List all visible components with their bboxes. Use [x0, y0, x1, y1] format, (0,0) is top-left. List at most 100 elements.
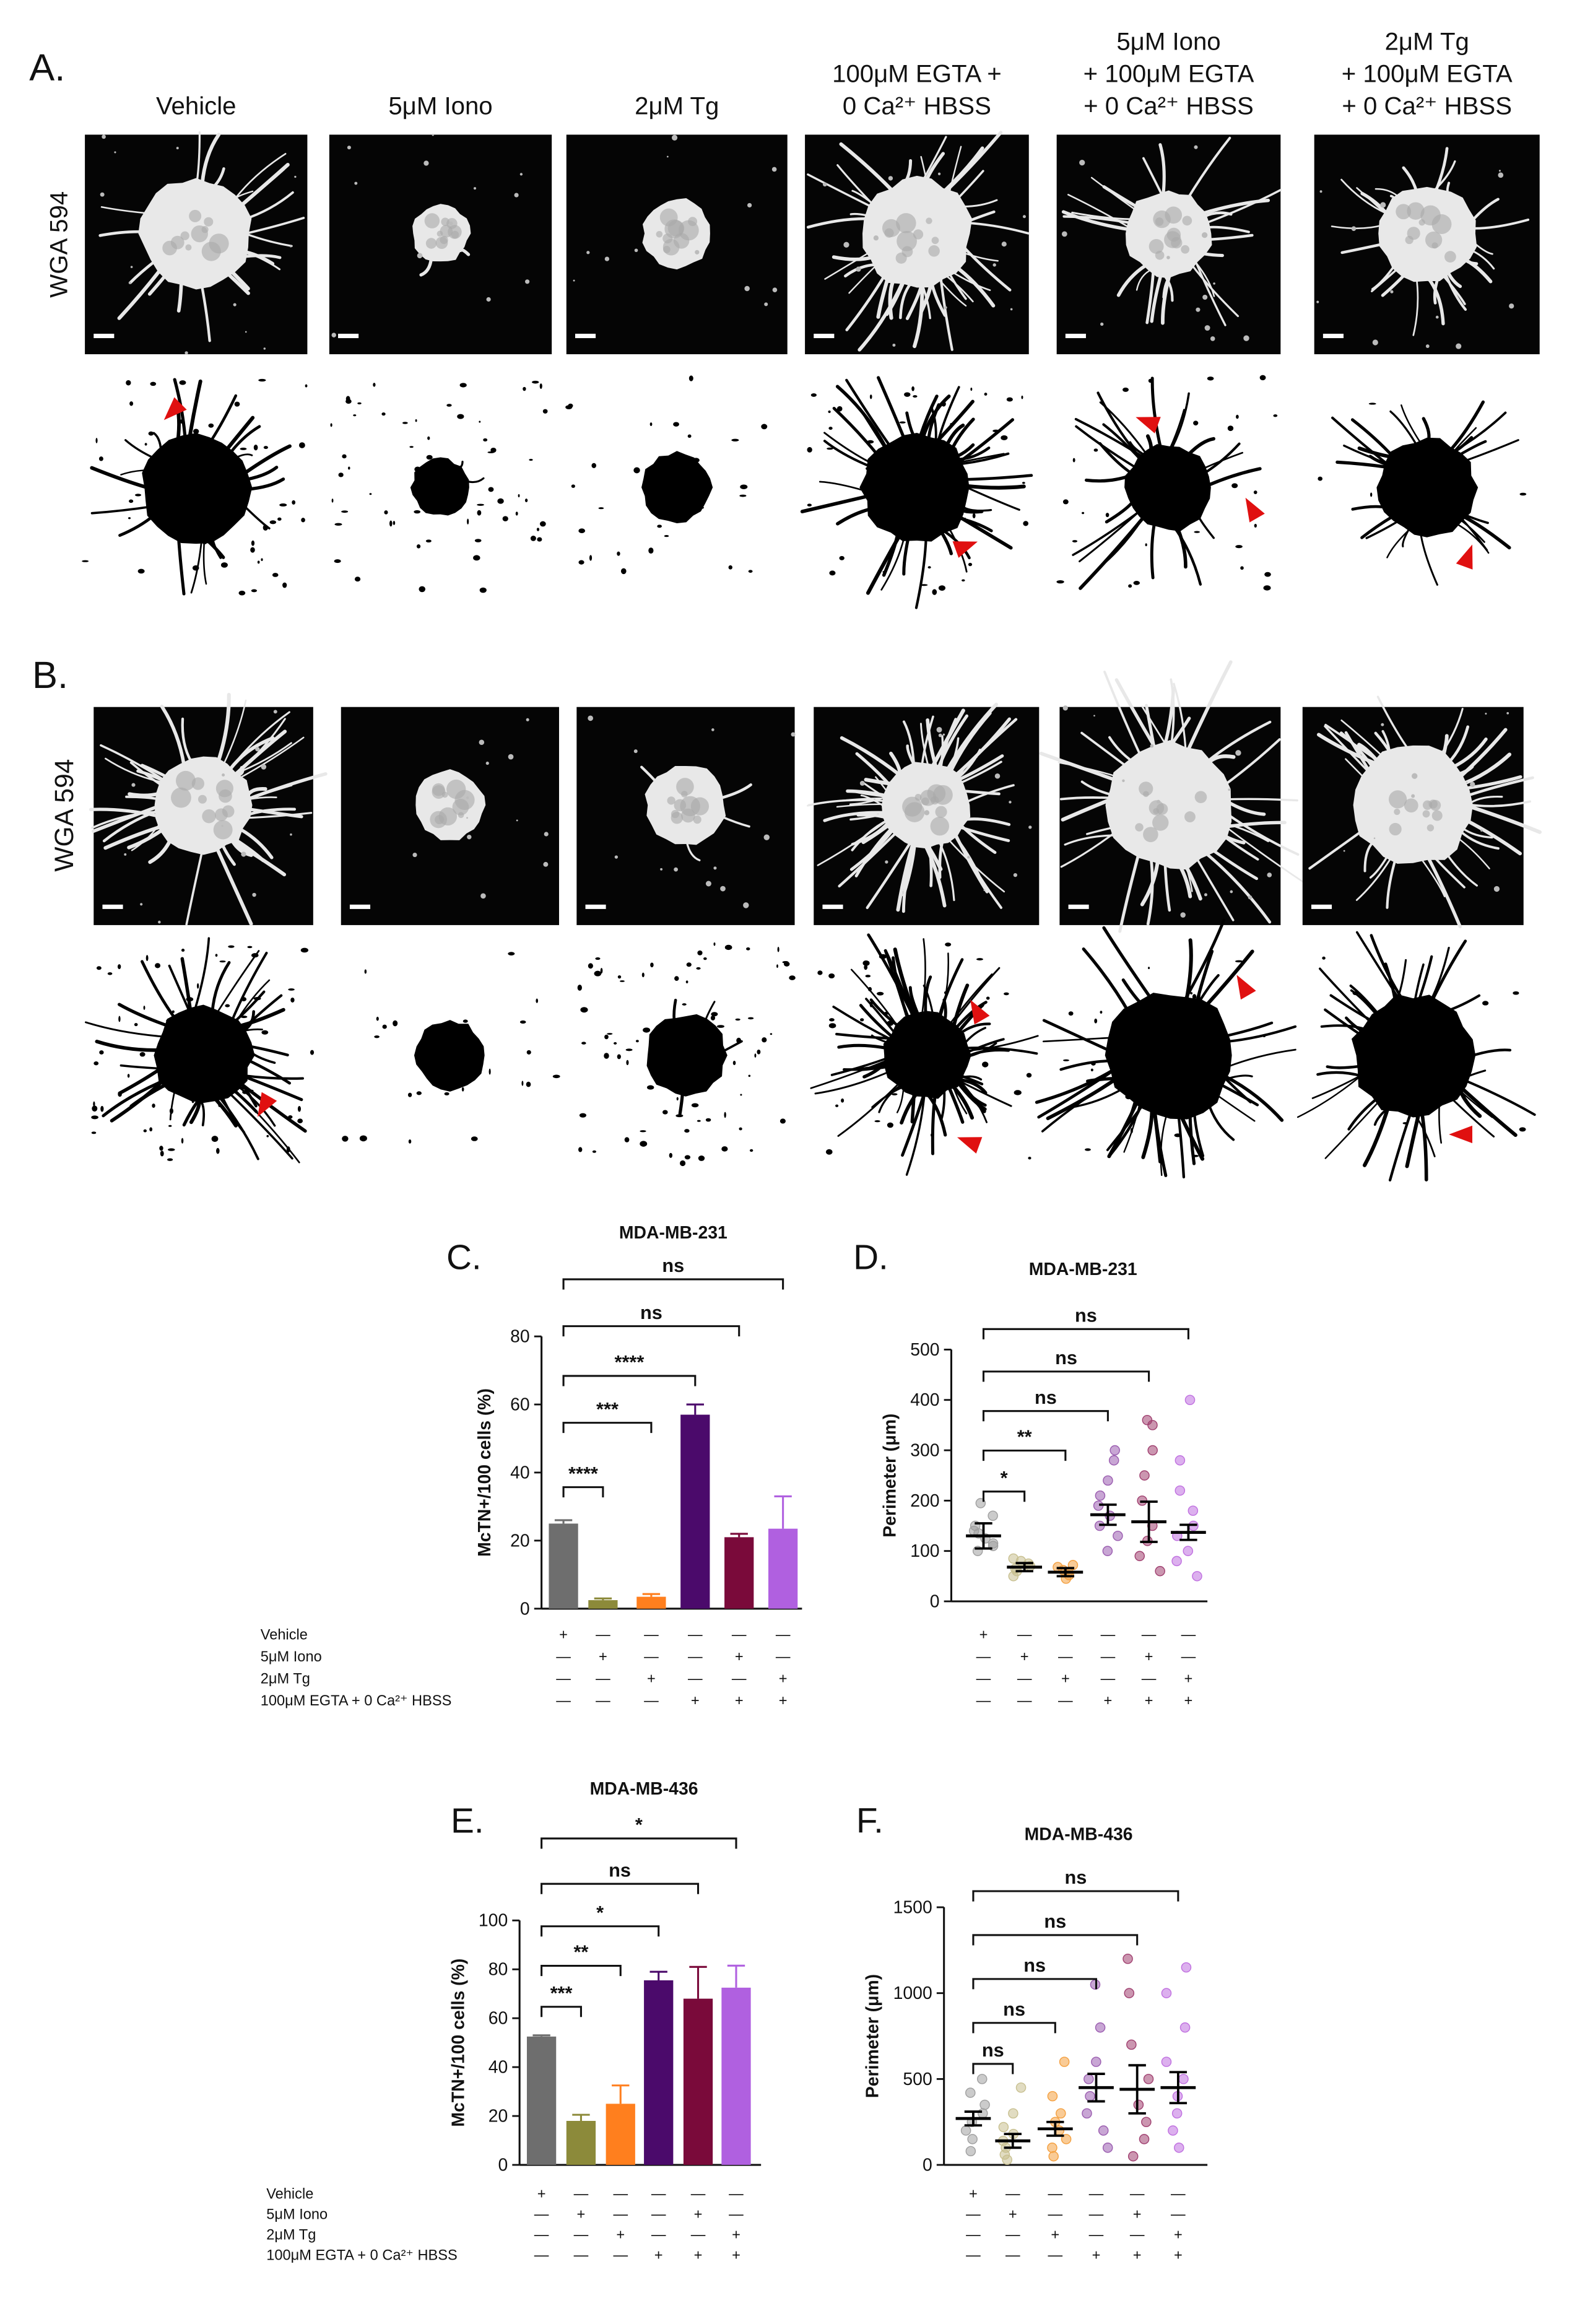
speck	[789, 975, 796, 980]
speck	[376, 1016, 379, 1021]
micrograph	[1056, 134, 1282, 355]
speck	[143, 1129, 147, 1133]
arrowhead	[163, 397, 187, 420]
texture	[452, 798, 469, 816]
filopodium	[105, 757, 166, 784]
texture	[1430, 799, 1441, 811]
filopodium	[1169, 409, 1185, 449]
binary-mask	[329, 377, 552, 598]
speck	[617, 1054, 621, 1060]
speck	[1124, 1028, 1130, 1031]
debris	[1001, 242, 1007, 247]
data-point	[1171, 1556, 1182, 1567]
significance-label: *	[635, 1814, 643, 1835]
speck	[1191, 1154, 1199, 1157]
filopodium	[1316, 733, 1378, 766]
filopodium	[1150, 523, 1156, 580]
condition-mark: —	[1101, 1649, 1116, 1665]
speck	[1014, 1090, 1022, 1095]
condition-mark: —	[1142, 1671, 1157, 1687]
debris	[1061, 231, 1067, 237]
filopodium	[800, 494, 870, 513]
speck	[748, 570, 753, 573]
condition-mark: —	[556, 1649, 571, 1665]
filopodium	[1062, 215, 1132, 225]
filopodium	[1444, 272, 1467, 311]
speck	[1026, 1073, 1032, 1078]
cell-body	[142, 433, 253, 544]
speck	[477, 503, 484, 506]
speck	[107, 972, 113, 975]
texture	[1171, 237, 1183, 249]
speck	[828, 427, 833, 430]
speck	[927, 566, 931, 569]
filopodium	[119, 1064, 162, 1070]
filopodium	[913, 281, 924, 349]
condition-mark: +	[1009, 2207, 1017, 2223]
speck	[827, 447, 833, 450]
filopodium	[910, 1091, 916, 1124]
significance-bracket	[562, 1375, 697, 1386]
panel-label: B.	[32, 654, 68, 697]
filopodium	[1462, 752, 1512, 786]
micrograph	[1302, 695, 1542, 929]
speck	[552, 1074, 560, 1079]
speck	[1197, 511, 1202, 516]
filopodium	[117, 1003, 172, 1029]
speck	[677, 1040, 681, 1045]
speck	[1004, 992, 1009, 996]
speck	[419, 586, 426, 593]
speck	[186, 997, 194, 1002]
speck	[426, 455, 433, 460]
speck	[191, 1097, 194, 1103]
speck	[382, 1024, 387, 1029]
texture	[425, 238, 437, 249]
speck	[253, 445, 258, 451]
filopodium	[245, 812, 313, 819]
speck	[128, 517, 131, 520]
y-tick-label: 0	[930, 1591, 940, 1611]
speck	[149, 1127, 153, 1132]
debris	[1202, 294, 1208, 300]
speck	[1125, 1094, 1132, 1100]
speck	[588, 963, 593, 969]
condition-mark: —	[732, 1627, 747, 1643]
speck	[1519, 1127, 1526, 1132]
condition-mark: —	[1058, 1627, 1073, 1643]
speck	[98, 456, 103, 461]
debris	[114, 151, 116, 154]
scale-bar	[338, 333, 359, 339]
speck	[354, 577, 361, 582]
data-point	[1175, 1485, 1186, 1496]
filopodium	[832, 406, 880, 458]
debris	[1213, 282, 1215, 285]
condition-mark: —	[1005, 2186, 1020, 2202]
speck	[1264, 572, 1271, 577]
speck	[1133, 580, 1140, 585]
filopodium	[1042, 1019, 1114, 1054]
speck	[1193, 420, 1199, 426]
speck	[782, 960, 789, 964]
significance-bracket	[562, 1325, 740, 1337]
data-point	[968, 1525, 979, 1536]
significance-bracket	[972, 2063, 1014, 2074]
column-header: 0 Ca²⁺ HBSS	[843, 92, 991, 120]
filopodium	[840, 736, 902, 778]
filopodium	[880, 535, 906, 591]
filopodium	[1457, 1084, 1518, 1138]
debris	[1235, 750, 1241, 756]
speck	[579, 1113, 587, 1118]
filopodium	[814, 1070, 892, 1095]
condition-mark: —	[1181, 1649, 1196, 1665]
speck	[1381, 498, 1386, 502]
cell-body	[1105, 993, 1232, 1120]
debris	[331, 333, 336, 337]
speck	[673, 422, 679, 427]
filopodium	[246, 807, 303, 819]
scale-bar	[585, 904, 606, 909]
speck	[286, 1146, 290, 1153]
speck	[1022, 482, 1025, 484]
speck	[242, 1090, 248, 1094]
condition-mark: —	[688, 1627, 703, 1643]
speck	[258, 378, 266, 382]
